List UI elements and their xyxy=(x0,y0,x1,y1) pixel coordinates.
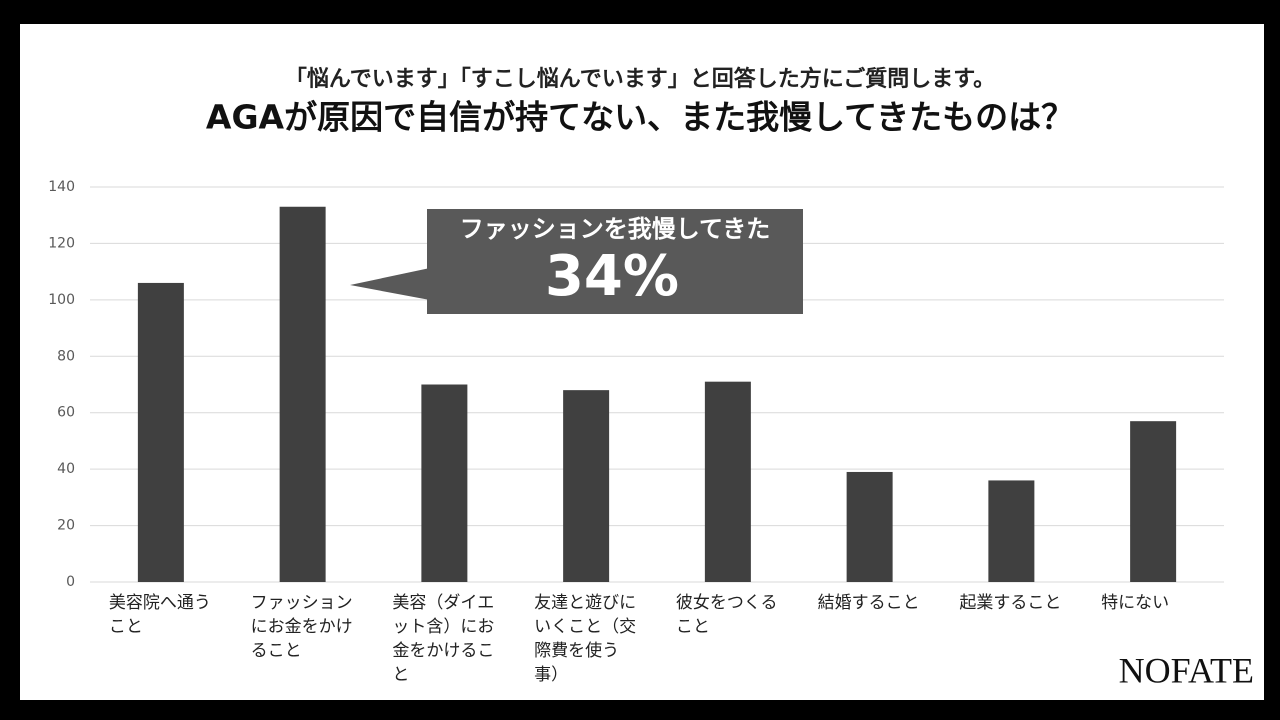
chart-title: AGAが原因で自信が持てない、また我慢してきたものは？ xyxy=(206,98,1074,137)
bar xyxy=(846,471,893,582)
x-tick-label: ファッションにお金をかけること xyxy=(250,593,353,661)
y-tick-label: 120 xyxy=(48,235,75,251)
bar xyxy=(137,282,184,582)
callout-pointer xyxy=(350,268,430,300)
y-tick-label: 0 xyxy=(66,574,75,590)
callout-text: ファッションを我慢してきた xyxy=(460,215,771,243)
x-tick-label: 美容院へ通うこと xyxy=(108,593,211,637)
x-tick-label: 彼女をつくること xyxy=(675,593,778,637)
bar xyxy=(563,390,610,582)
y-tick-label: 100 xyxy=(48,292,75,308)
x-tick-label: 結婚すること xyxy=(817,593,920,613)
x-tick-label: 美容（ダイエット含）にお金をかけること xyxy=(392,593,495,685)
x-tick-label: 特にない xyxy=(1101,593,1170,613)
y-tick-label: 40 xyxy=(57,461,75,477)
bar xyxy=(988,480,1035,582)
x-tick-label: 起業すること xyxy=(959,593,1062,613)
bar xyxy=(421,384,468,582)
chart-subtitle: 「悩んでいます」「すこし悩んでいます」と回答した方にご質問します。 xyxy=(285,66,995,92)
y-tick-label: 80 xyxy=(57,348,75,364)
y-tick-label: 140 xyxy=(48,179,75,195)
callout-value: 34% xyxy=(545,244,679,309)
callout-box xyxy=(427,209,803,314)
bar xyxy=(279,206,326,582)
bar xyxy=(1130,421,1177,582)
panel xyxy=(20,24,1264,700)
y-tick-label: 60 xyxy=(57,405,75,421)
x-tick-label: 友達と遊びにいくこと（交際費を使う事） xyxy=(534,593,637,685)
y-tick-label: 20 xyxy=(57,518,75,534)
bar xyxy=(704,381,751,582)
brand-logo: NOFATE xyxy=(1119,650,1254,690)
